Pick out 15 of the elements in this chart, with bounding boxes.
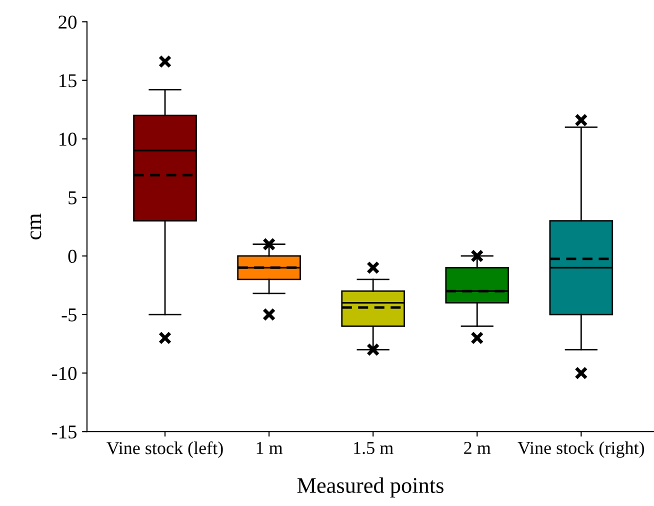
x-tick-label: Vine stock (right)	[518, 441, 644, 458]
y-axis-title: cm	[30, 213, 42, 240]
x-tick-label: Vine stock (left)	[106, 441, 223, 458]
y-tick-label: -10	[52, 366, 77, 380]
x-tick-label: 1.5 m	[354, 442, 394, 454]
x-tick-label: 2 m	[464, 442, 491, 454]
x-axis-title: Measured points	[297, 477, 444, 498]
y-tick-label: 15	[60, 74, 76, 88]
y-tick-label: 10	[60, 132, 77, 146]
y-tick-label: 20	[58, 16, 77, 29]
y-tick-label: 5	[68, 191, 76, 204]
x-tick-label: 1 m	[256, 442, 283, 454]
y-tick-label: -5	[62, 308, 76, 322]
y-tick-label: 0	[68, 250, 77, 263]
y-tick-label: -15	[52, 426, 76, 439]
